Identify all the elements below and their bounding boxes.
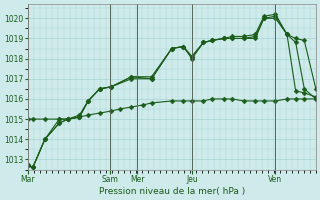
- X-axis label: Pression niveau de la mer( hPa ): Pression niveau de la mer( hPa ): [99, 187, 245, 196]
